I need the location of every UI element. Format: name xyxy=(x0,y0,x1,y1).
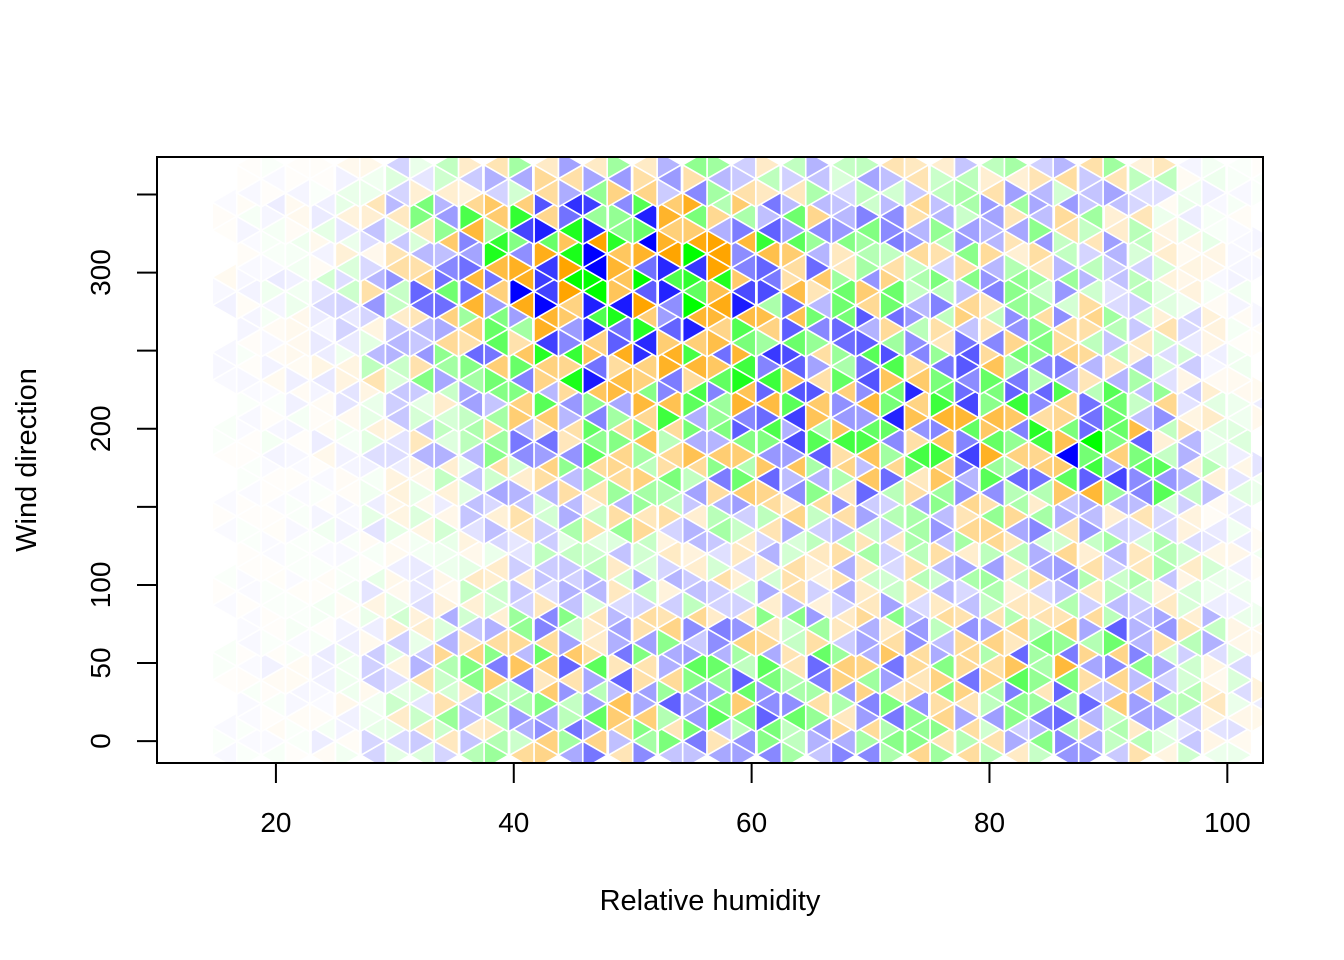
hex-cells xyxy=(210,157,1263,763)
hex-cell-triangle xyxy=(1250,471,1263,487)
hex-cell-triangle xyxy=(1250,621,1263,637)
hex-cell-triangle xyxy=(1250,546,1263,562)
x-tick-label: 60 xyxy=(736,807,767,838)
x-tick-label: 100 xyxy=(1204,807,1251,838)
hex-cell-triangle xyxy=(210,261,238,293)
hex-cell-triangle xyxy=(1250,171,1263,187)
hex-cell-triangle xyxy=(210,411,238,443)
x-axis: 20 40 60 80 100 xyxy=(260,763,1251,838)
y-tick-label: 100 xyxy=(85,562,116,609)
hex-cell-triangle xyxy=(1250,246,1263,262)
hex-cell-triangle xyxy=(1250,321,1263,337)
y-axis: 0 50 100 200 300 xyxy=(85,193,157,749)
x-axis-title: Relative humidity xyxy=(600,885,821,917)
plot-frame xyxy=(156,156,1264,764)
hex-cell-triangle xyxy=(210,711,238,743)
hex-cell-triangle xyxy=(1250,696,1263,712)
y-tick-label: 200 xyxy=(85,405,116,452)
y-tick-label: 0 xyxy=(85,733,116,749)
x-tick-label: 20 xyxy=(260,807,291,838)
hex-cell-triangle xyxy=(210,636,238,668)
x-tick-label: 80 xyxy=(974,807,1005,838)
y-tick-label: 300 xyxy=(85,249,116,296)
hex-cell-triangle xyxy=(1250,396,1263,412)
y-axis-title: Wind direction xyxy=(11,368,43,552)
hex-cell-triangle xyxy=(210,186,238,218)
y-tick-label: 50 xyxy=(85,647,116,678)
hex-cell-triangle xyxy=(210,486,238,518)
hex-cell-triangle xyxy=(210,561,238,593)
x-tick-label: 40 xyxy=(498,807,529,838)
hex-cell-triangle xyxy=(210,336,238,368)
